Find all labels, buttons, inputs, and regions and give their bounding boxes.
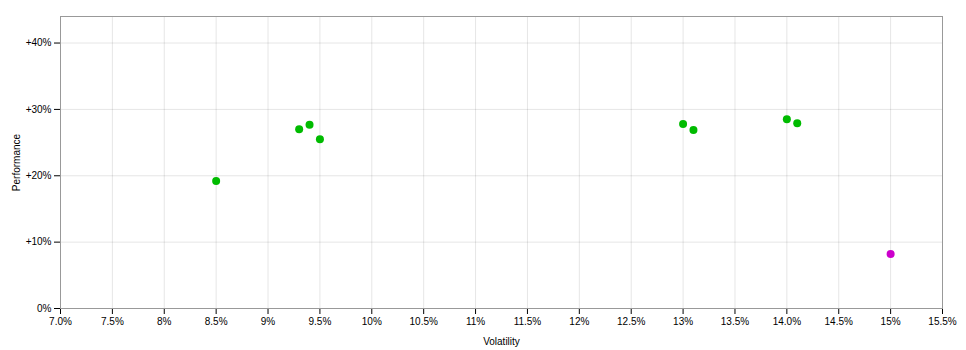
svg-text:8%: 8% (157, 316, 172, 327)
svg-text:Volatility: Volatility (483, 336, 520, 347)
svg-text:9.5%: 9.5% (309, 316, 332, 327)
svg-text:7.0%: 7.0% (49, 316, 72, 327)
svg-text:+30%: +30% (26, 104, 52, 115)
svg-text:12%: 12% (569, 316, 589, 327)
svg-text:13%: 13% (673, 316, 693, 327)
svg-text:11%: 11% (466, 316, 485, 327)
svg-text:Performance: Performance (11, 133, 22, 191)
svg-text:+20%: +20% (26, 170, 52, 181)
svg-text:14.5%: 14.5% (825, 316, 853, 327)
svg-text:13.5%: 13.5% (721, 316, 749, 327)
svg-text:10.5%: 10.5% (409, 316, 437, 327)
svg-text:0%: 0% (37, 303, 52, 314)
svg-text:15.5%: 15.5% (928, 316, 956, 327)
svg-text:8.5%: 8.5% (205, 316, 228, 327)
svg-text:7.5%: 7.5% (101, 316, 124, 327)
svg-text:14.0%: 14.0% (773, 316, 801, 327)
svg-text:15%: 15% (881, 316, 901, 327)
svg-text:10%: 10% (362, 316, 382, 327)
svg-text:11.5%: 11.5% (514, 316, 542, 327)
svg-text:+40%: +40% (26, 37, 52, 48)
svg-text:12.5%: 12.5% (617, 316, 645, 327)
svg-text:9%: 9% (261, 316, 276, 327)
svg-text:+10%: +10% (26, 236, 52, 247)
